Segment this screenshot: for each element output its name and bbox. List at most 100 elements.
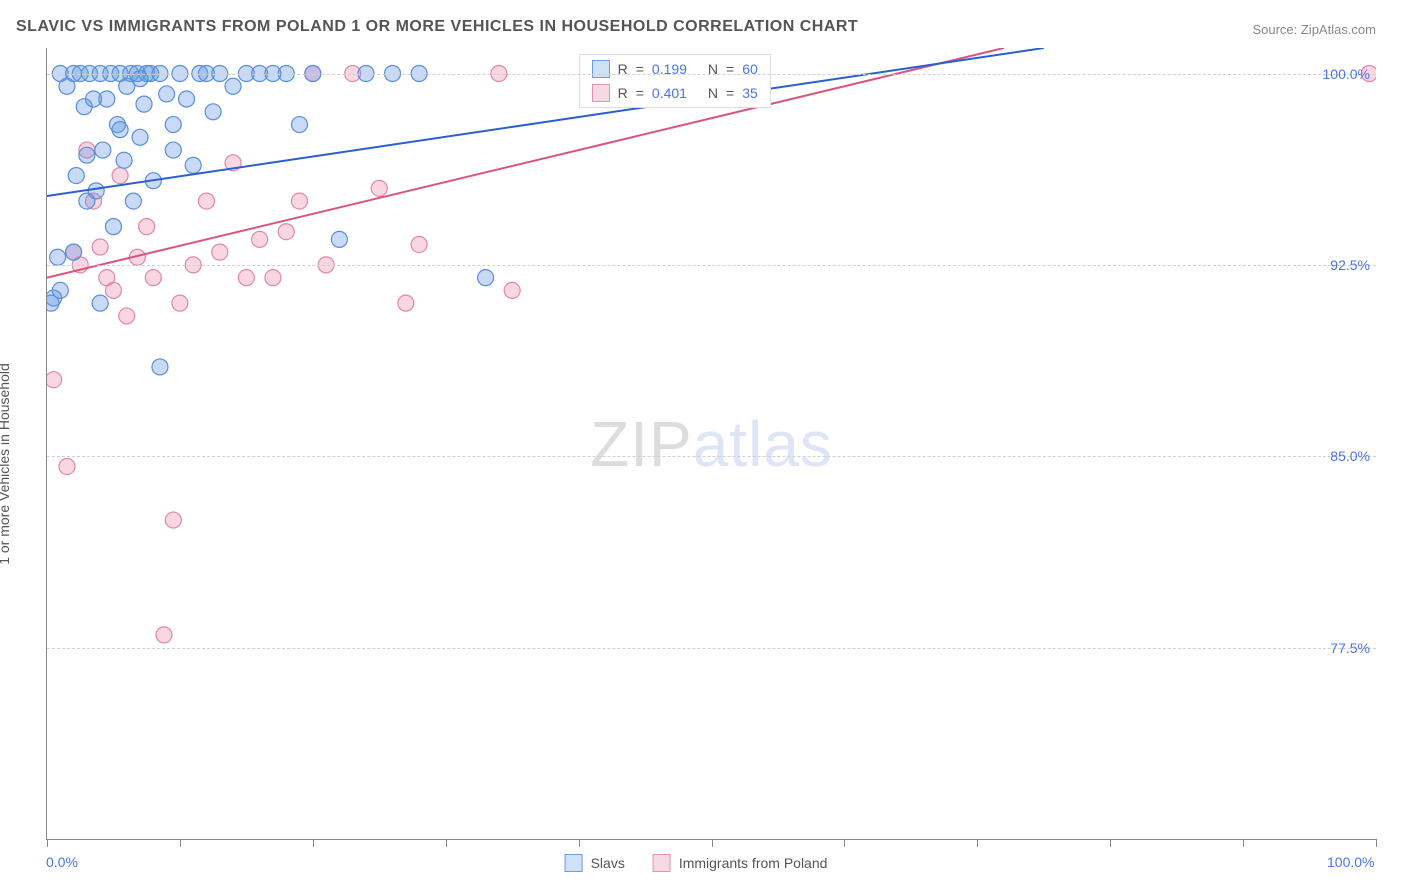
slavs-point: [205, 104, 221, 120]
poland-label: Immigrants from Poland: [679, 855, 828, 871]
slavs-point: [225, 78, 241, 94]
poland-point: [371, 180, 387, 196]
y-tick-label: 85.0%: [1330, 448, 1370, 464]
slavs-point: [116, 152, 132, 168]
r-label: R: [618, 85, 628, 101]
gridline: [47, 648, 1376, 649]
eq-label: =: [636, 85, 644, 101]
slavs-point: [88, 183, 104, 199]
poland-point: [119, 308, 135, 324]
legend-row-slavs: R = 0.199 N = 60: [580, 57, 770, 81]
poland-point: [278, 224, 294, 240]
slavs-point: [165, 142, 181, 158]
scatter-svg: [47, 48, 1376, 839]
plot-area: ZIPatlas R = 0.199 N = 60 R = 0.401 N = …: [46, 48, 1376, 840]
x-axis-min-label: 0.0%: [46, 854, 78, 870]
legend-item-slavs: Slavs: [565, 854, 625, 872]
source-label: Source:: [1252, 22, 1300, 37]
slavs-point: [331, 231, 347, 247]
slavs-point: [68, 168, 84, 184]
poland-point: [145, 270, 161, 286]
slavs-point: [79, 147, 95, 163]
x-tick: [446, 839, 447, 847]
eq-label: =: [726, 61, 734, 77]
poland-point: [265, 270, 281, 286]
gridline: [47, 265, 1376, 266]
x-tick: [1376, 839, 1377, 847]
gridline: [47, 456, 1376, 457]
eq-label: =: [636, 61, 644, 77]
n-label: N: [708, 85, 718, 101]
slavs-point: [136, 96, 152, 112]
slavs-point: [159, 86, 175, 102]
slavs-point: [179, 91, 195, 107]
poland-point: [92, 239, 108, 255]
x-tick: [579, 839, 580, 847]
poland-point: [165, 512, 181, 528]
x-tick: [712, 839, 713, 847]
x-tick: [844, 839, 845, 847]
x-tick: [313, 839, 314, 847]
chart-title: SLAVIC VS IMMIGRANTS FROM POLAND 1 OR MO…: [16, 18, 858, 36]
slavs-point: [43, 295, 59, 311]
n-label: N: [708, 61, 718, 77]
source-attribution: Source: ZipAtlas.com: [1252, 22, 1376, 37]
y-axis-label: 1 or more Vehicles in Household: [0, 363, 12, 565]
slavs-point: [292, 117, 308, 133]
poland-r-value: 0.401: [652, 85, 700, 101]
slavs-point: [50, 249, 66, 265]
x-tick: [180, 839, 181, 847]
slavs-point: [66, 244, 82, 260]
poland-point: [156, 627, 172, 643]
r-label: R: [618, 61, 628, 77]
legend-item-poland: Immigrants from Poland: [653, 854, 828, 872]
x-tick: [1110, 839, 1111, 847]
gridline: [47, 74, 1376, 75]
poland-point: [59, 458, 75, 474]
poland-point: [252, 231, 268, 247]
eq-label: =: [726, 85, 734, 101]
poland-swatch-icon: [592, 84, 610, 102]
y-tick-label: 100.0%: [1323, 66, 1370, 82]
slavs-point: [105, 219, 121, 235]
x-tick: [47, 839, 48, 847]
x-axis-max-label: 100.0%: [1327, 854, 1374, 870]
x-tick: [977, 839, 978, 847]
poland-point: [238, 270, 254, 286]
slavs-point: [125, 193, 141, 209]
slavs-point: [152, 359, 168, 375]
correlation-legend: R = 0.199 N = 60 R = 0.401 N = 35: [579, 54, 771, 108]
slavs-point: [112, 122, 128, 138]
y-tick-label: 92.5%: [1330, 257, 1370, 273]
chart-container: 1 or more Vehicles in Household ZIPatlas…: [16, 48, 1376, 880]
slavs-swatch-icon: [565, 854, 583, 872]
poland-point: [172, 295, 188, 311]
y-tick-label: 77.5%: [1330, 640, 1370, 656]
poland-point: [212, 244, 228, 260]
slavs-point: [132, 129, 148, 145]
poland-n-value: 35: [742, 85, 758, 101]
slavs-n-value: 60: [742, 61, 758, 77]
source-value: ZipAtlas.com: [1301, 22, 1376, 37]
poland-point: [105, 282, 121, 298]
slavs-r-value: 0.199: [652, 61, 700, 77]
slavs-point: [99, 91, 115, 107]
poland-point: [411, 236, 427, 252]
poland-point: [112, 168, 128, 184]
slavs-label: Slavs: [591, 855, 625, 871]
slavs-point: [478, 270, 494, 286]
x-tick: [1243, 839, 1244, 847]
series-legend: Slavs Immigrants from Poland: [565, 854, 828, 872]
slavs-point: [92, 295, 108, 311]
poland-point: [139, 219, 155, 235]
slavs-point: [95, 142, 111, 158]
poland-point: [46, 372, 62, 388]
poland-point: [292, 193, 308, 209]
slavs-point: [165, 117, 181, 133]
poland-point: [504, 282, 520, 298]
slavs-swatch-icon: [592, 60, 610, 78]
poland-point: [198, 193, 214, 209]
poland-swatch-icon: [653, 854, 671, 872]
slavs-point: [185, 157, 201, 173]
legend-row-poland: R = 0.401 N = 35: [580, 81, 770, 105]
